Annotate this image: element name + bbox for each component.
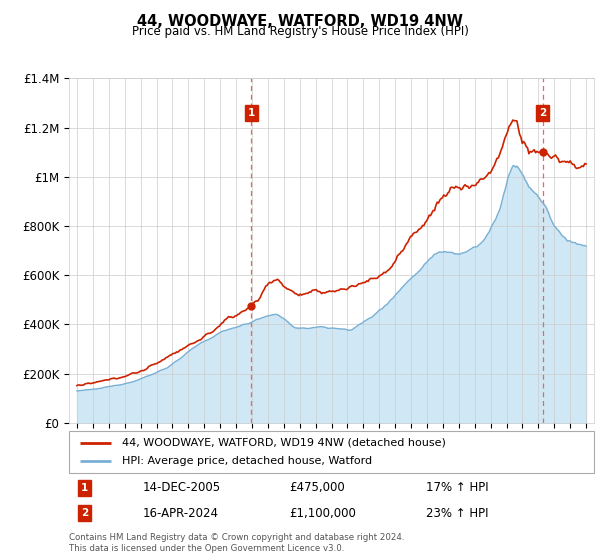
Text: Contains HM Land Registry data © Crown copyright and database right 2024.
This d: Contains HM Land Registry data © Crown c… bbox=[69, 533, 404, 553]
Text: 1: 1 bbox=[81, 483, 88, 493]
Text: 1: 1 bbox=[248, 108, 255, 118]
Text: 44, WOODWAYE, WATFORD, WD19 4NW (detached house): 44, WOODWAYE, WATFORD, WD19 4NW (detache… bbox=[121, 438, 445, 448]
Text: 16-APR-2024: 16-APR-2024 bbox=[143, 507, 218, 520]
Text: HPI: Average price, detached house, Watford: HPI: Average price, detached house, Watf… bbox=[121, 456, 371, 466]
Text: £1,100,000: £1,100,000 bbox=[290, 507, 356, 520]
Text: Price paid vs. HM Land Registry's House Price Index (HPI): Price paid vs. HM Land Registry's House … bbox=[131, 25, 469, 38]
Text: 2: 2 bbox=[539, 108, 547, 118]
Text: 17% ↑ HPI: 17% ↑ HPI bbox=[426, 481, 488, 494]
Text: £475,000: £475,000 bbox=[290, 481, 345, 494]
Text: 44, WOODWAYE, WATFORD, WD19 4NW: 44, WOODWAYE, WATFORD, WD19 4NW bbox=[137, 14, 463, 29]
Text: 23% ↑ HPI: 23% ↑ HPI bbox=[426, 507, 488, 520]
Text: 14-DEC-2005: 14-DEC-2005 bbox=[143, 481, 221, 494]
Text: 2: 2 bbox=[81, 508, 88, 518]
